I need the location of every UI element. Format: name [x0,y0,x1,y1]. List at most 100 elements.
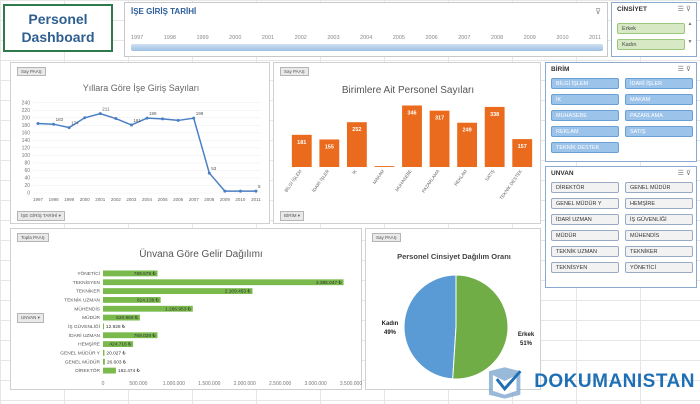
timeline-year[interactable]: 2003 [327,35,340,41]
timeline-year[interactable]: 1998 [163,35,176,41]
x-tick-label: 2004 [142,197,153,202]
data-label: 1.266.953 ₺ [165,306,192,312]
slicer-item-unvan[interactable]: TEKNİSYEN [551,262,619,273]
bar [103,288,253,294]
timeline-year[interactable]: 1997 [131,35,144,41]
bar [291,134,312,167]
unvan-header: UNVAN [551,170,574,177]
x-tick-label: 0 [102,381,105,387]
scroll-arrows[interactable]: ▲ ▼ [687,21,693,45]
timeline-year[interactable]: 2007 [458,35,471,41]
birim-header: BİRİM [551,66,570,73]
multi-select-icon[interactable]: ☰ ⊽ [677,170,691,177]
timeline-year[interactable]: 2000 [229,35,242,41]
slicer-item-unvan[interactable]: İŞ GÜVENLİĞİ [625,214,693,225]
data-point [98,112,102,116]
chart-title: Personel Cinsiyet Dağılım Oranı [397,252,511,261]
slicer-item-unvan[interactable]: İDARİ UZMAN [551,214,619,225]
x-tick-label: BİLGİ İŞLEM [283,168,303,193]
timeline-year[interactable]: 2005 [392,35,405,41]
timeline-year[interactable]: 2006 [425,35,438,41]
bar [103,367,116,374]
data-point [223,189,227,193]
x-tick-label: İDARİ İŞLER [310,168,330,194]
slicer-item-unvan[interactable]: MÜDÜR [551,230,619,241]
timeline-year[interactable]: 1999 [196,35,209,41]
slicer-item-kadin[interactable]: Kadın [617,39,685,50]
slicer-item-birim[interactable]: İDARİ İŞLER [625,78,693,89]
bar [103,341,134,347]
clear-filter-icon[interactable]: ⊽ [595,7,601,16]
data-point [176,118,180,122]
slicer-item-birim[interactable]: MUHASEBE [551,110,619,121]
x-tick-label: TEKNİK DESTEK [498,168,523,201]
data-point [114,117,118,121]
chart-title: Ünvana Göre Gelir Dağılımı [139,248,262,260]
birim-value-button[interactable]: Say PAAŞ [280,67,309,76]
slicer-item-birim[interactable]: BİLGİ İŞLEM [551,78,619,89]
slicer-item-unvan[interactable]: MÜHENDİS [625,230,693,241]
line-value-button[interactable]: Say PAAŞ [17,67,46,76]
gelir-value-button[interactable]: Topla PAAŞ [17,233,49,242]
slicer-item-unvan[interactable]: TEKNİK UZMAN [551,246,619,257]
slicer-item-birim[interactable]: PAZARLAMA [625,110,693,121]
pie-value-button[interactable]: Say PAAŞ [372,233,401,242]
slicer-item-erkek[interactable]: Erkek [617,23,685,34]
timeline-year[interactable]: 2008 [490,35,504,41]
slicer-item-unvan[interactable]: TEKNİKER [625,246,693,257]
slicer-item-birim[interactable]: MAKAM [625,94,693,105]
data-label: 183 [56,117,64,122]
bar [103,358,105,365]
data-label: 317 [435,116,444,122]
slicer-item-birim[interactable]: İK [551,94,619,105]
timeline-year[interactable]: 2010 [556,35,569,41]
data-label: 211 [102,107,110,112]
birim-field-dropdown[interactable]: BİRİM ▾ [280,211,305,221]
slicer-item-unvan[interactable]: HEMŞİRE [625,198,693,209]
timeline-year[interactable]: 2002 [294,35,307,41]
slicer-item-birim[interactable]: TEKNİK DESTEK [551,142,619,153]
multi-select-icon[interactable]: ☰ ⊽ [677,6,691,13]
slicer-item-birim[interactable]: REKLAM [551,126,619,137]
data-point [67,126,71,130]
x-tick-label: 2007 [189,197,200,202]
slicer-item-unvan[interactable]: YÖNETİCİ [625,262,693,273]
timeline-year[interactable]: 2004 [360,35,373,41]
dashboard-title-text: Personel Dashboard [21,11,95,45]
timeline-year[interactable]: 2009 [523,35,536,41]
bar [402,105,422,167]
y-tick-label: 0 [27,191,30,197]
x-tick-label: 2001 [95,197,106,202]
birim-chart-panel: Say PAAŞ Birimlere Ait Personel Sayıları… [273,62,541,224]
timeline-year[interactable]: 2001 [261,35,275,41]
data-label: 769.029 ₺ [134,333,157,339]
x-tick-label: 2010 [235,197,246,202]
logo-text: DOKUMANISTAN [534,371,695,392]
bar [103,279,344,286]
gelir-field-dropdown[interactable]: UNVAN ▾ [17,313,44,323]
y-tick-label: HEMŞİRE [78,341,100,348]
timeline-year[interactable]: 2011 [589,35,601,41]
y-tick-label: 140 [22,138,31,144]
timeline-years: 1997 1998 1999 2000 2001 2002 2003 2004 2005 2006… [131,35,601,41]
bar [429,110,450,167]
timeline-range-bar[interactable] [131,44,603,51]
data-label: 769.578 ₺ [134,271,157,277]
slicer-item-unvan[interactable]: DİREKTÖR [551,182,619,193]
x-tick-label: 2011 [251,197,261,202]
y-tick-label: GENEL MÜDÜR [65,358,101,365]
slicer-item-birim[interactable]: SATIŞ [625,126,693,137]
dashboard-title: Personel Dashboard [3,4,113,52]
pie-label-name: Erkek [518,332,535,338]
slicer-item-unvan[interactable]: GENEL MÜDÜR [625,182,693,193]
x-tick-label: İK [350,168,357,175]
data-label: 155 [325,144,334,150]
x-tick-label: MAKAM [372,169,386,186]
slicer-item-unvan[interactable]: GENEL MÜDÜR Y [551,198,619,209]
data-point [36,121,40,125]
multi-select-icon[interactable]: ☰ ⊽ [677,66,691,73]
line-field-dropdown[interactable]: İŞE GİRİŞ TARİHİ ▾ [17,211,65,221]
timeline-slicer[interactable]: İŞE GİRİŞ TARİHİ ⊽ 1997 1998 1999 2000 2001 2… [124,2,608,57]
x-tick-label: 2.000.000 [234,381,256,387]
